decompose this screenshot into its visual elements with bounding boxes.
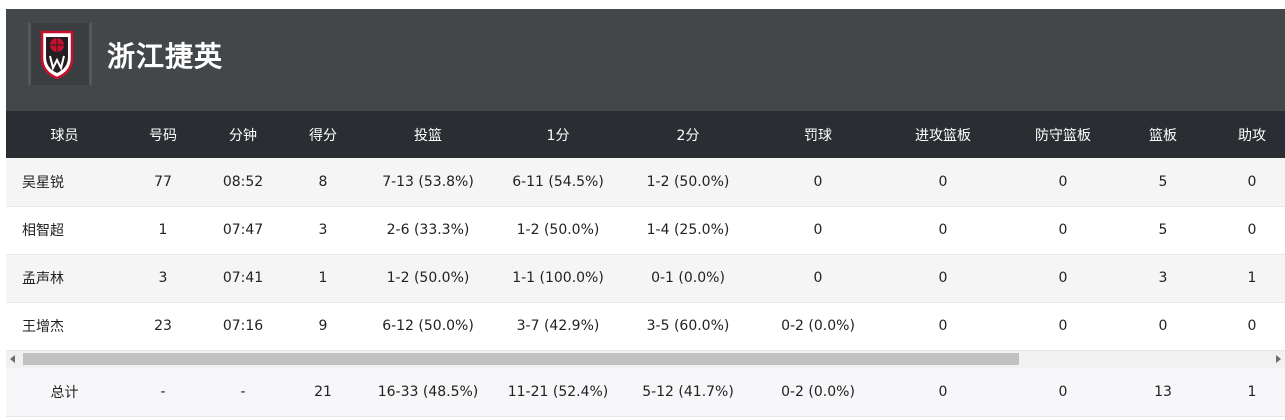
table-cell: 0 bbox=[1158, 318, 1168, 334]
totals-table: 总计 - - 21 16-33 (48.5%) 11-21 (52.4%) 5-… bbox=[6, 368, 1285, 417]
table-cell: 77 bbox=[154, 173, 172, 190]
table-cell: 0 bbox=[938, 383, 948, 400]
column-header[interactable]: 防守篮板 bbox=[1035, 127, 1091, 144]
column-header[interactable]: 1分 bbox=[546, 127, 570, 144]
totals-row: 总计 - - 21 16-33 (48.5%) 11-21 (52.4%) 5-… bbox=[6, 368, 1285, 416]
table-row: 吴星锐 77 08:52 8 7-13 (53.8%) 6-11 (54.5%)… bbox=[6, 158, 1285, 206]
table-cell: 07:47 bbox=[222, 222, 264, 238]
table-cell: 5 bbox=[1158, 222, 1168, 238]
table-cell: 0-2 (0.0%) bbox=[781, 318, 855, 334]
horizontal-scrollbar[interactable] bbox=[6, 351, 1285, 368]
table-cell: 21 bbox=[314, 383, 332, 400]
table-cell: 1-2 (50.0%) bbox=[386, 270, 470, 286]
player-name[interactable]: 孟声林 bbox=[22, 271, 64, 287]
table-cell: 0 bbox=[813, 270, 823, 286]
table-cell: 11-21 (52.4%) bbox=[507, 383, 609, 400]
table-cell: 0 bbox=[813, 222, 823, 238]
table-cell: 3 bbox=[1158, 270, 1168, 286]
table-cell: 1 bbox=[158, 222, 168, 238]
table-cell: 07:16 bbox=[222, 318, 264, 334]
table-cell: 0 bbox=[1058, 222, 1068, 238]
player-name[interactable]: 相智超 bbox=[22, 223, 64, 239]
scrollbar-thumb[interactable] bbox=[23, 353, 1019, 365]
table-cell: 0 bbox=[1058, 383, 1068, 400]
table-cell: 16-33 (48.5%) bbox=[377, 383, 479, 400]
table-cell: 0-1 (0.0%) bbox=[651, 270, 725, 286]
table-row: 孟声林 3 07:41 1 1-2 (50.0%) 1-1 (100.0%) 0… bbox=[6, 254, 1285, 302]
scroll-right-arrow-icon[interactable] bbox=[1276, 355, 1281, 363]
column-header[interactable]: 罚球 bbox=[804, 127, 832, 144]
table-cell: 1 bbox=[1247, 383, 1257, 400]
column-header[interactable]: 分钟 bbox=[229, 127, 257, 144]
table-cell: 1-2 (50.0%) bbox=[646, 173, 730, 190]
team-name: 浙江捷英 bbox=[107, 40, 224, 73]
player-name[interactable]: 王增杰 bbox=[22, 319, 64, 335]
team-logo bbox=[28, 23, 92, 85]
table-cell: 3 bbox=[318, 222, 328, 238]
table-cell: 1 bbox=[1247, 270, 1257, 286]
table-cell: 1-1 (100.0%) bbox=[512, 270, 604, 286]
table-cell: 0 bbox=[1247, 222, 1257, 238]
totals-row-container: 总计 - - 21 16-33 (48.5%) 11-21 (52.4%) 5-… bbox=[6, 368, 1285, 416]
table-cell: 0 bbox=[1058, 270, 1068, 286]
table-cell: 0 bbox=[938, 270, 948, 286]
player-stats-table: 球员 号码 分钟 得分 投篮 1分 2分 罚球 进攻篮板 防守篮板 篮板 助攻 … bbox=[6, 111, 1285, 351]
table-cell: 0 bbox=[938, 173, 948, 190]
table-cell: 07:41 bbox=[222, 270, 264, 286]
table-cell: 0 bbox=[813, 173, 823, 190]
column-header[interactable]: 助攻 bbox=[1238, 127, 1266, 144]
table-cell: 0 bbox=[938, 222, 948, 238]
team-header: 浙江捷英 bbox=[6, 9, 1285, 111]
table-cell: 0-2 (0.0%) bbox=[781, 383, 855, 400]
column-header[interactable]: 篮板 bbox=[1149, 127, 1177, 144]
column-header[interactable]: 进攻篮板 bbox=[915, 127, 971, 144]
table-cell: 23 bbox=[154, 318, 172, 334]
table-cell: 5-12 (41.7%) bbox=[642, 383, 734, 400]
table-header-row: 球员 号码 分钟 得分 投篮 1分 2分 罚球 进攻篮板 防守篮板 篮板 助攻 bbox=[6, 111, 1285, 158]
player-name[interactable]: 吴星锐 bbox=[22, 174, 64, 191]
column-header[interactable]: 号码 bbox=[149, 127, 177, 144]
table-cell: 3-5 (60.0%) bbox=[646, 318, 730, 334]
column-header[interactable]: 得分 bbox=[309, 127, 337, 144]
table-cell: 7-13 (53.8%) bbox=[382, 173, 474, 190]
column-header[interactable]: 2分 bbox=[676, 127, 700, 144]
table-row: 王增杰 23 07:16 9 6-12 (50.0%) 3-7 (42.9%) … bbox=[6, 302, 1285, 350]
table-cell: 3-7 (42.9%) bbox=[516, 318, 600, 334]
table-cell: 6-12 (50.0%) bbox=[382, 318, 474, 334]
table-cell: 1-2 (50.0%) bbox=[516, 222, 600, 238]
table-cell: - bbox=[240, 383, 246, 400]
table-cell: 0 bbox=[1247, 318, 1257, 334]
table-cell: - bbox=[160, 383, 166, 400]
table-cell: 9 bbox=[318, 318, 328, 334]
scroll-left-arrow-icon[interactable] bbox=[10, 355, 15, 363]
table-cell: 6-11 (54.5%) bbox=[512, 173, 604, 190]
column-header[interactable]: 球员 bbox=[50, 127, 79, 144]
table-cell: 5 bbox=[1158, 173, 1168, 190]
table-row: 相智超 1 07:47 3 2-6 (33.3%) 1-2 (50.0%) 1-… bbox=[6, 206, 1285, 254]
table-cell: 0 bbox=[1058, 318, 1068, 334]
table-cell: 2-6 (33.3%) bbox=[386, 222, 470, 238]
basketball-shield-logo-icon bbox=[40, 30, 74, 80]
column-header[interactable]: 投篮 bbox=[414, 127, 442, 144]
table-cell: 1 bbox=[318, 270, 328, 286]
table-cell: 8 bbox=[318, 173, 328, 190]
table-cell: 1-4 (25.0%) bbox=[646, 222, 730, 238]
table-cell: 13 bbox=[1154, 383, 1172, 400]
table-cell: 0 bbox=[1058, 173, 1068, 190]
table-cell: 08:52 bbox=[222, 173, 264, 190]
stats-table-scroll[interactable]: 球员 号码 分钟 得分 投篮 1分 2分 罚球 进攻篮板 防守篮板 篮板 助攻 … bbox=[6, 111, 1285, 416]
table-cell: 0 bbox=[938, 318, 948, 334]
table-cell: 3 bbox=[158, 270, 168, 286]
table-cell: 0 bbox=[1247, 173, 1257, 190]
totals-label: 总计 bbox=[50, 384, 79, 401]
